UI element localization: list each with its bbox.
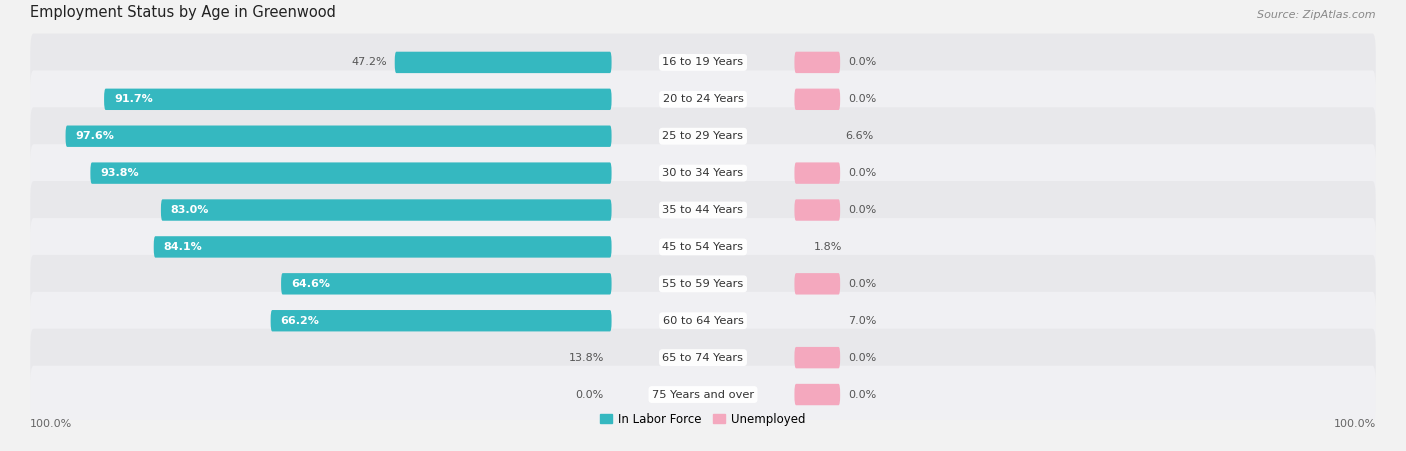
FancyBboxPatch shape (794, 347, 841, 368)
Text: 83.0%: 83.0% (170, 205, 209, 215)
Text: 45 to 54 Years: 45 to 54 Years (662, 242, 744, 252)
Text: 16 to 19 Years: 16 to 19 Years (662, 57, 744, 67)
Text: 64.6%: 64.6% (291, 279, 330, 289)
Text: 93.8%: 93.8% (100, 168, 139, 178)
FancyBboxPatch shape (281, 273, 612, 295)
Text: 0.0%: 0.0% (848, 168, 876, 178)
Text: 75 Years and over: 75 Years and over (652, 390, 754, 400)
FancyBboxPatch shape (31, 181, 1375, 239)
Text: 55 to 59 Years: 55 to 59 Years (662, 279, 744, 289)
FancyBboxPatch shape (31, 366, 1375, 423)
FancyBboxPatch shape (31, 218, 1375, 276)
Text: 47.2%: 47.2% (352, 57, 387, 67)
Text: 60 to 64 Years: 60 to 64 Years (662, 316, 744, 326)
Text: 0.0%: 0.0% (848, 353, 876, 363)
Text: 0.0%: 0.0% (848, 205, 876, 215)
Text: 7.0%: 7.0% (848, 316, 876, 326)
FancyBboxPatch shape (31, 255, 1375, 313)
FancyBboxPatch shape (794, 384, 841, 405)
Text: 0.0%: 0.0% (848, 279, 876, 289)
Text: 0.0%: 0.0% (848, 390, 876, 400)
FancyBboxPatch shape (160, 199, 612, 221)
FancyBboxPatch shape (31, 70, 1375, 128)
FancyBboxPatch shape (31, 33, 1375, 91)
FancyBboxPatch shape (31, 107, 1375, 165)
FancyBboxPatch shape (31, 292, 1375, 350)
Text: 97.6%: 97.6% (76, 131, 114, 141)
Text: 20 to 24 Years: 20 to 24 Years (662, 94, 744, 104)
Text: 100.0%: 100.0% (1333, 419, 1375, 428)
FancyBboxPatch shape (31, 329, 1375, 387)
Text: 100.0%: 100.0% (31, 419, 73, 428)
Text: 0.0%: 0.0% (575, 390, 603, 400)
FancyBboxPatch shape (395, 52, 612, 73)
Text: 0.0%: 0.0% (848, 57, 876, 67)
FancyBboxPatch shape (66, 125, 612, 147)
FancyBboxPatch shape (794, 199, 841, 221)
Text: 6.6%: 6.6% (845, 131, 873, 141)
FancyBboxPatch shape (794, 273, 841, 295)
Text: 91.7%: 91.7% (114, 94, 153, 104)
Text: 1.8%: 1.8% (814, 242, 842, 252)
Text: 0.0%: 0.0% (848, 94, 876, 104)
FancyBboxPatch shape (794, 52, 841, 73)
FancyBboxPatch shape (794, 88, 841, 110)
FancyBboxPatch shape (31, 144, 1375, 202)
Text: 30 to 34 Years: 30 to 34 Years (662, 168, 744, 178)
Legend: In Labor Force, Unemployed: In Labor Force, Unemployed (596, 408, 810, 431)
FancyBboxPatch shape (90, 162, 612, 184)
Text: 13.8%: 13.8% (568, 353, 603, 363)
Text: 84.1%: 84.1% (163, 242, 202, 252)
Text: Source: ZipAtlas.com: Source: ZipAtlas.com (1257, 10, 1375, 20)
Text: 65 to 74 Years: 65 to 74 Years (662, 353, 744, 363)
FancyBboxPatch shape (794, 162, 841, 184)
Text: Employment Status by Age in Greenwood: Employment Status by Age in Greenwood (31, 5, 336, 20)
FancyBboxPatch shape (270, 310, 612, 331)
Text: 35 to 44 Years: 35 to 44 Years (662, 205, 744, 215)
Text: 66.2%: 66.2% (280, 316, 319, 326)
FancyBboxPatch shape (153, 236, 612, 258)
Text: 25 to 29 Years: 25 to 29 Years (662, 131, 744, 141)
FancyBboxPatch shape (104, 88, 612, 110)
